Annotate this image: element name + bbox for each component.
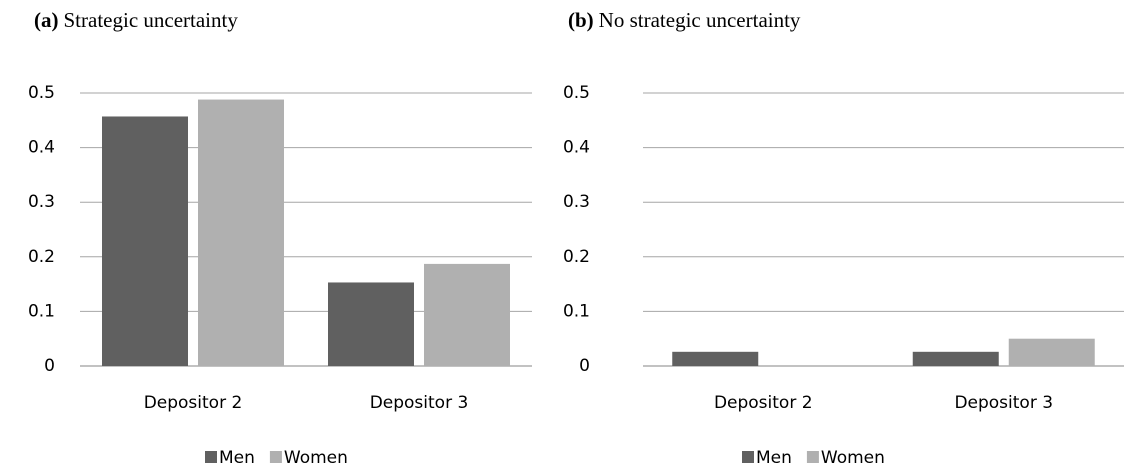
y-tick-label: 0.4	[28, 138, 55, 158]
legend-swatch	[806, 451, 819, 463]
legend-label: Men	[756, 448, 792, 468]
title-text: No strategic uncertainty	[599, 8, 801, 32]
bar	[672, 351, 759, 366]
y-tick-label: 0.5	[563, 83, 590, 103]
y-tick-label: 0.3	[28, 192, 55, 212]
legend-label: Men	[219, 448, 255, 468]
bar	[102, 116, 188, 366]
x-tick-label: Depositor 2	[144, 393, 243, 413]
legend-swatch	[205, 451, 217, 463]
y-tick-label: 0.2	[563, 247, 590, 267]
y-tick-label: 0.5	[28, 83, 55, 103]
chart-title: (a) Strategic uncertainty	[34, 8, 238, 32]
y-tick-label: 0.4	[563, 138, 590, 158]
bar	[198, 99, 284, 366]
x-tick-label: Depositor 3	[954, 393, 1053, 413]
y-tick-label: 0	[44, 356, 55, 376]
legend-label: Women	[821, 448, 885, 468]
bar	[424, 263, 510, 366]
panel-label: (b)	[568, 8, 594, 32]
chart-title: (b) No strategic uncertainty	[568, 8, 801, 32]
y-tick-label: 0	[579, 356, 590, 376]
bar	[1008, 338, 1095, 366]
legend-label: Women	[284, 448, 348, 468]
legend-swatch	[269, 451, 282, 463]
bar	[328, 282, 414, 366]
y-tick-label: 0.2	[28, 247, 55, 267]
legend-swatch	[742, 451, 754, 463]
x-tick-label: Depositor 3	[370, 393, 469, 413]
y-tick-label: 0.1	[563, 301, 590, 321]
x-tick-label: Depositor 2	[714, 393, 813, 413]
y-tick-label: 0.3	[563, 192, 590, 212]
bar	[912, 351, 999, 366]
panel-label: (a)	[34, 8, 59, 32]
title-text: Strategic uncertainty	[64, 8, 239, 32]
y-tick-label: 0.1	[28, 301, 55, 321]
